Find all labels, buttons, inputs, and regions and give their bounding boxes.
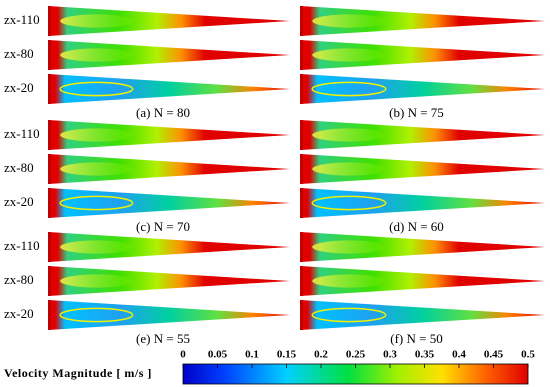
row-label: zx-20	[4, 306, 34, 321]
colorbar-tick-label: 0.3	[383, 349, 397, 361]
contour-rim	[48, 266, 51, 296]
contour-core	[60, 128, 133, 142]
panel-caption: (a) N = 80	[136, 105, 190, 120]
contour-rim	[300, 6, 303, 36]
contour-wedge	[300, 40, 545, 70]
contour-core	[312, 128, 386, 142]
contour-wedge	[48, 188, 290, 218]
contour-wedge	[48, 154, 290, 184]
panel-caption: (b) N = 75	[389, 105, 444, 120]
colorbar-tick-label: 0.5	[521, 349, 535, 361]
contour-rim	[48, 188, 51, 218]
panel-caption: (f) N = 50	[390, 331, 442, 346]
contour-rim	[300, 120, 303, 150]
panel-caption: (c) N = 70	[136, 219, 190, 234]
contour-wedge	[300, 232, 545, 262]
contour-wedge	[48, 40, 290, 70]
colorbar-tick-label: 0.25	[346, 349, 366, 361]
contour-wedge	[48, 120, 290, 150]
row-label: zx-20	[4, 194, 34, 209]
contour-core	[60, 14, 133, 28]
contour-core	[59, 81, 134, 97]
contour-rim	[300, 154, 303, 184]
row-label: zx-110	[4, 12, 40, 27]
contour-core	[312, 240, 386, 254]
contour-rim	[48, 232, 51, 262]
panel-caption: (d) N = 60	[389, 219, 444, 234]
contour-core	[312, 274, 386, 288]
contour-rim	[300, 74, 303, 104]
contour-rim	[48, 300, 51, 330]
contour-wedge	[300, 120, 545, 150]
contour-core	[60, 274, 133, 288]
contour-rim	[48, 74, 51, 104]
contour-wedge	[48, 266, 290, 296]
contour-core	[60, 162, 133, 176]
colorbar-tick-label: 0.05	[208, 349, 228, 361]
contour-core	[311, 307, 387, 323]
colorbar-tick-label: 0.15	[277, 349, 297, 361]
contour-core	[59, 307, 134, 323]
contour-wedge	[48, 74, 290, 104]
row-label: zx-20	[4, 80, 34, 95]
row-label: zx-80	[4, 160, 34, 175]
contour-core	[59, 195, 134, 211]
contour-core	[60, 48, 133, 62]
contour-wedge	[48, 232, 290, 262]
contour-rim	[48, 40, 51, 70]
contour-rim	[300, 40, 303, 70]
contour-core	[311, 81, 387, 97]
row-label: zx-80	[4, 46, 34, 61]
contour-rim	[300, 300, 303, 330]
contour-wedge	[300, 74, 545, 104]
contour-core	[312, 162, 386, 176]
contour-wedge	[300, 266, 545, 296]
contour-rim	[48, 6, 51, 36]
contour-rim	[300, 266, 303, 296]
contour-wedge	[48, 300, 290, 330]
colorbar-tick-label: 0.35	[415, 349, 435, 361]
colorbar-title: Velocity Magnitude [ m/s ]	[4, 366, 152, 380]
colorbar-tick-label: 0.4	[452, 349, 466, 361]
colorbar-tick-label: 0.2	[314, 349, 328, 361]
contour-wedge	[300, 6, 545, 36]
panel-caption: (e) N = 55	[136, 331, 190, 346]
row-label: zx-110	[4, 126, 40, 141]
contour-wedge	[48, 6, 290, 36]
row-label: zx-80	[4, 272, 34, 287]
contour-wedge	[300, 154, 545, 184]
contour-rim	[48, 154, 51, 184]
panels: zx-110 zx-80 zx-20 (a) N = 80 (b) N = 75 zx-1…	[4, 6, 545, 346]
colorbar-tick-label: 0.45	[484, 349, 504, 361]
contour-rim	[300, 188, 303, 218]
colorbar-tick-label: 0	[180, 349, 186, 361]
contour-rim	[300, 232, 303, 262]
contour-wedge	[300, 300, 545, 330]
contour-core	[60, 240, 133, 254]
contour-core	[311, 195, 387, 211]
contour-core	[312, 48, 386, 62]
contour-core	[312, 14, 386, 28]
row-label: zx-110	[4, 238, 40, 253]
colorbar-tick-label: 0.1	[245, 349, 259, 361]
contour-wedge	[300, 188, 545, 218]
contour-rim	[48, 120, 51, 150]
